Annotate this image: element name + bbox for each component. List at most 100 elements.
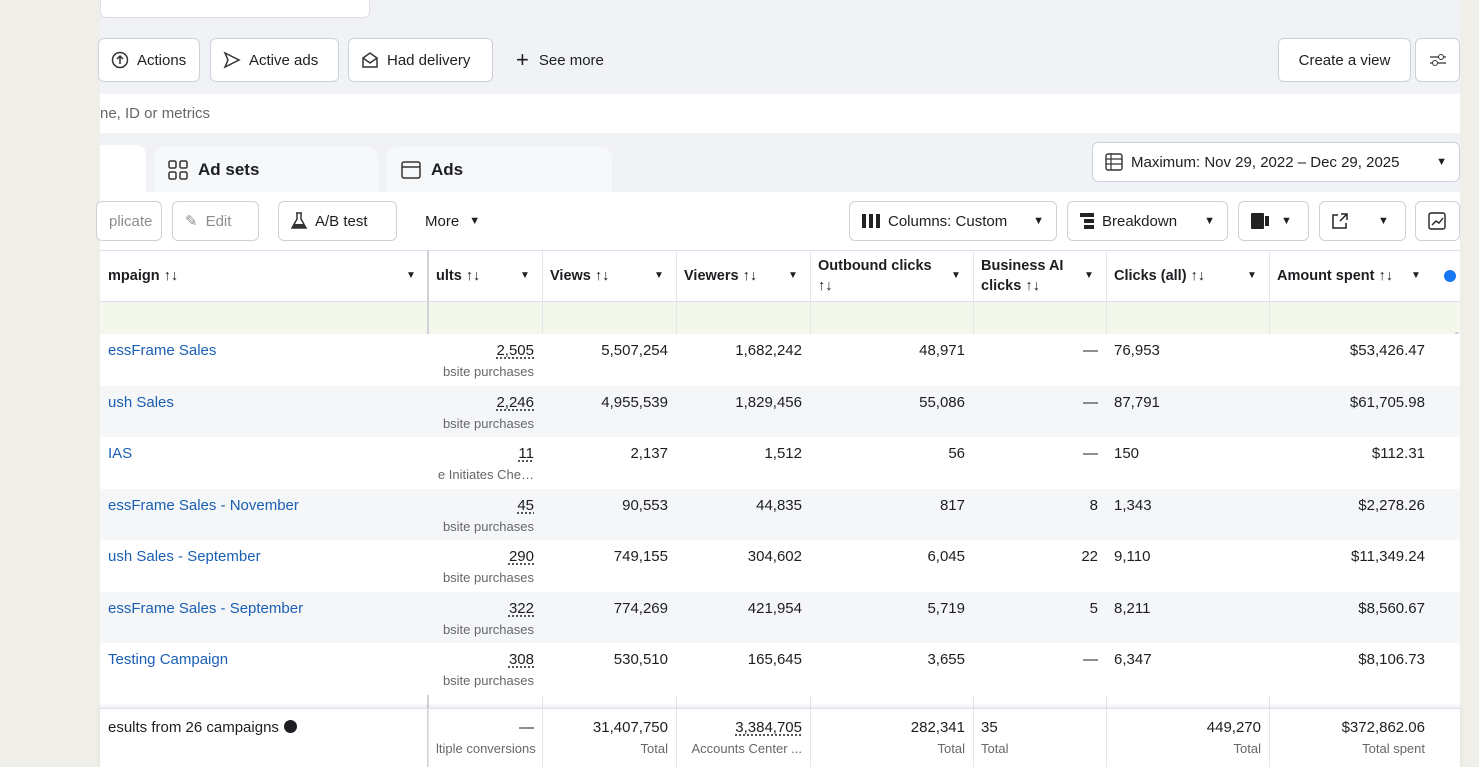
icon [1332, 213, 1348, 229]
metric: 5,719 [927, 599, 965, 617]
more-button[interactable]: More ▼ [425, 201, 480, 241]
column-header[interactable]: Business AI clicks ↑↓ [981, 258, 1064, 294]
metric: 8,211 [1114, 599, 1151, 617]
table-row [100, 540, 1460, 592]
search-bar[interactable]: ne, ID or metrics [100, 94, 1460, 133]
label: Maximum: Nov 29, 2022 – Dec 29, 2025 [1131, 153, 1400, 171]
footer-row [100, 708, 1460, 767]
column-divider [428, 708, 429, 767]
actions-button[interactable]: Actions [98, 38, 200, 82]
pencil-icon: ✎ [185, 213, 198, 230]
metric: 5,507,254 [601, 342, 668, 359]
icon [1251, 213, 1269, 229]
reports-button[interactable]: ▼ [1238, 201, 1309, 241]
footer-caption: Total [981, 741, 1009, 756]
label: Had delivery [387, 51, 471, 69]
campaign-name[interactable]: essFrame Sales - November [108, 496, 299, 514]
metric: 48,971 [919, 342, 965, 359]
export-button[interactable]: ▼ [1319, 201, 1406, 241]
label: More [425, 212, 460, 230]
icon [291, 212, 307, 229]
column-header[interactable]: mpaign ↑↓ [108, 268, 179, 284]
campaign-name[interactable]: ush Sales [108, 393, 174, 411]
duplicate-button[interactable]: plicate [96, 201, 162, 241]
metric: 530,510 [613, 651, 668, 668]
footer-total: 31,407,750 [592, 719, 668, 736]
footer-total: — [519, 719, 534, 736]
edit-button[interactable]: ✎ Edit [172, 201, 259, 241]
info-icon[interactable] [283, 720, 297, 733]
ab-test-button[interactable]: A/B test [278, 201, 397, 241]
campaign-name[interactable]: essFrame Sales - September [108, 599, 304, 617]
result-type: bsite purchases [442, 673, 534, 688]
header-caret: ▼ [1247, 270, 1257, 281]
result-type: e Initiates Che… [437, 467, 534, 482]
header-caret: ▼ [951, 270, 961, 281]
column-header[interactable]: Views ↑↓ [550, 268, 610, 284]
results: 2,246 [496, 393, 534, 411]
footer-caption: ltiple conversions [436, 741, 536, 756]
campaign-name[interactable]: essFrame Sales [108, 342, 217, 359]
add-column[interactable] [1444, 270, 1456, 282]
campaign-name[interactable]: Testing Campaign [108, 651, 229, 668]
date-range-button[interactable]: Maximum: Nov 29, 2022 – Dec 29, 2025 ▼ [1092, 142, 1460, 182]
metric: 5 [1089, 599, 1098, 617]
label: Ad sets [198, 160, 260, 179]
result-type: bsite purchases [442, 518, 534, 534]
metric: 1,512 [764, 445, 802, 462]
settings-button[interactable] [1415, 38, 1460, 82]
results: 308 [508, 651, 534, 668]
column-header[interactable]: Viewers ↑↓ [684, 268, 758, 284]
metric: $112.31 [1371, 445, 1425, 462]
column-header[interactable]: Clicks (all) ↑↓ [1114, 268, 1206, 284]
icon [401, 161, 421, 179]
had-delivery-button[interactable]: Had delivery [348, 38, 493, 82]
caret: ▼ [1436, 156, 1447, 168]
table-row [100, 437, 1460, 489]
table-row [100, 591, 1460, 643]
metric: 1,829,456 [735, 393, 802, 411]
icon [1429, 54, 1446, 66]
column-divider [810, 708, 811, 767]
icon [1105, 153, 1123, 171]
column-header[interactable]: Amount spent ↑↓ [1277, 268, 1393, 284]
metric: 165,645 [747, 651, 802, 668]
tab-campaigns[interactable] [100, 145, 146, 195]
table-row [100, 488, 1460, 540]
metric: $11,349.24 [1351, 548, 1425, 565]
metric: 55,086 [919, 393, 965, 411]
footer-total: 282,341 [910, 719, 965, 736]
footer-total: $372,862.06 [1341, 719, 1425, 736]
tab-ad-sets[interactable]: Ad sets [154, 147, 378, 193]
icon [111, 51, 129, 69]
table-row [100, 385, 1460, 437]
header-caret: ▼ [406, 270, 416, 281]
column-header[interactable]: ults ↑↓ [436, 268, 481, 284]
icon [362, 52, 378, 68]
active-ads-button[interactable]: Active ads [210, 38, 339, 82]
columns-button[interactable]: Columns: Custom ▼ [849, 201, 1057, 241]
label: plicate [109, 212, 153, 230]
create-view-button[interactable]: Create a view [1278, 38, 1411, 82]
footer-total: esults from 26 campaigns [100, 719, 428, 737]
tab-ads[interactable]: Ads [387, 147, 612, 193]
campaign-name[interactable]: IAS [108, 445, 133, 462]
metric: 749,155 [613, 548, 668, 565]
metric: $2,278.26 [1358, 496, 1425, 514]
breakdown-button[interactable]: Breakdown ▼ [1067, 201, 1228, 241]
header-caret: ▼ [788, 270, 798, 281]
see-more-button[interactable]: + See more [516, 38, 604, 82]
label: See more [538, 51, 604, 69]
metric: 3,655 [927, 651, 965, 668]
column-header[interactable]: Outbound clicks ↑↓ [818, 258, 932, 294]
icon [223, 51, 241, 69]
chart-button[interactable] [1415, 201, 1460, 241]
metric: 90,553 [622, 496, 668, 514]
placeholder: ne, ID or metrics [100, 105, 211, 122]
metric: 150 [1114, 445, 1140, 462]
table: mpaign ↑↓ ▼ ults ↑↓ ▼ Views ↑↓ ▼ Viewers ↑↓ ▼ Ou… [100, 250, 1460, 767]
caret: ▼ [1378, 215, 1389, 227]
campaign-name[interactable]: ush Sales - September [108, 548, 261, 565]
caret: ▼ [1204, 215, 1215, 227]
